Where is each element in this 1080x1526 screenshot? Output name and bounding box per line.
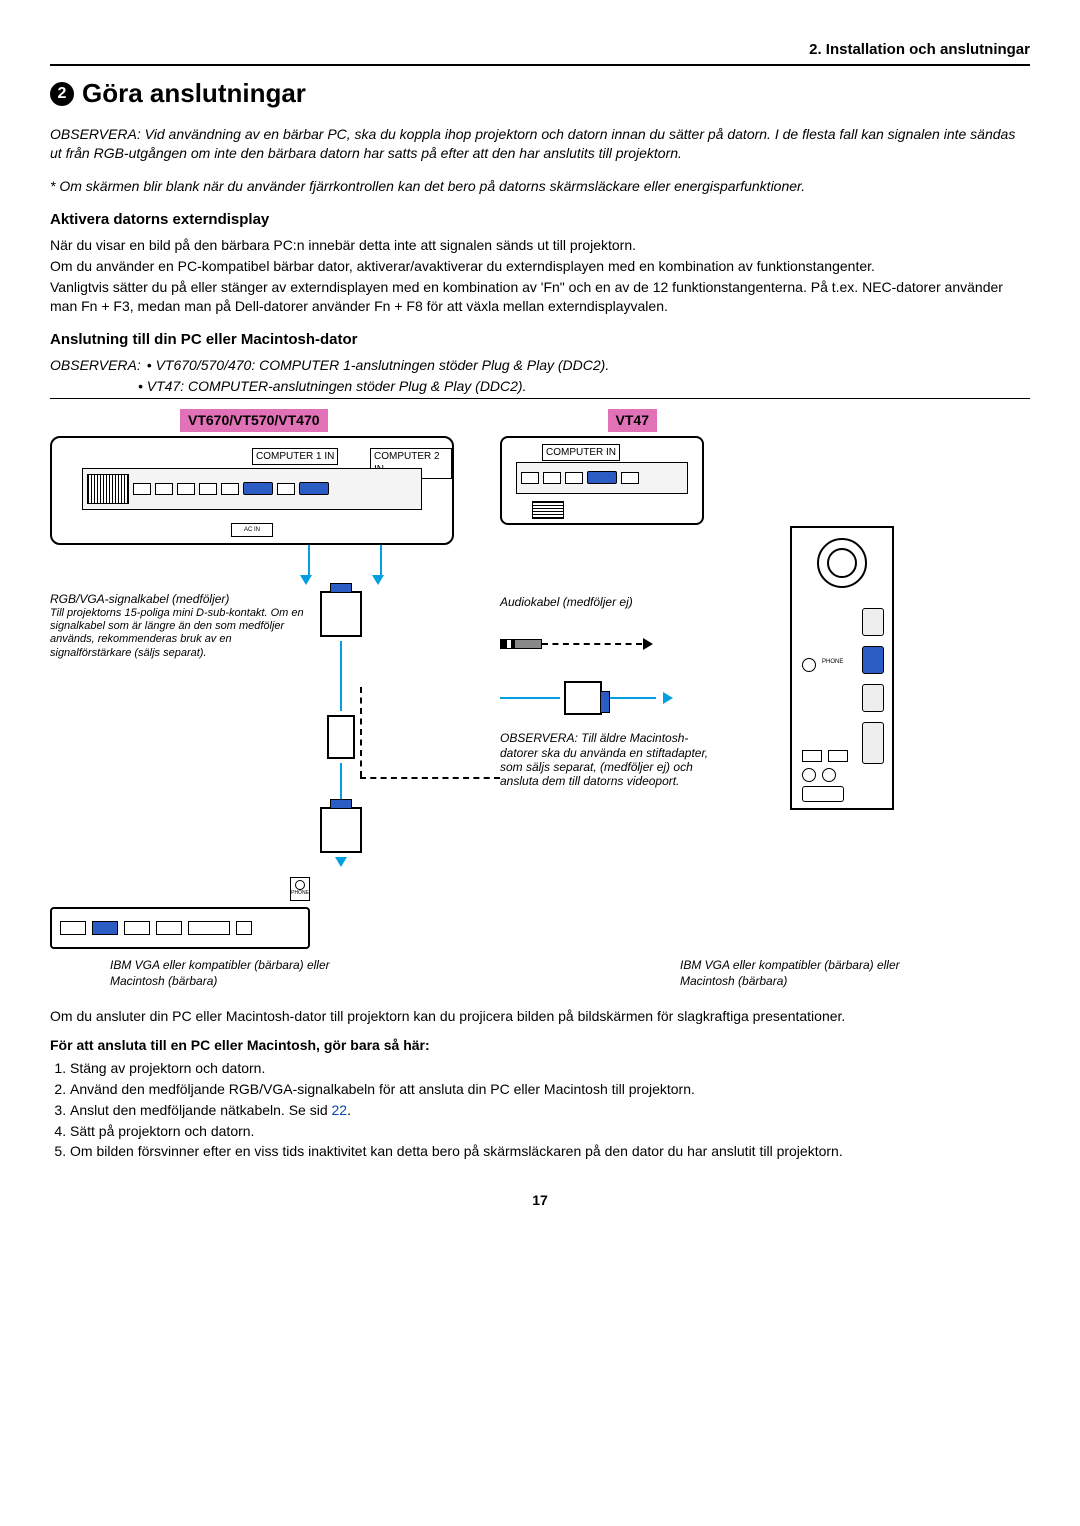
step-5: Om bilden försvinner efter en viss tids … — [70, 1142, 1030, 1161]
model-tag-right: VT47 — [608, 409, 657, 432]
projector-left-body: COMPUTER 1 IN COMPUTER 2 IN AUDIO AC IN — [50, 436, 454, 545]
diagram-captions: IBM VGA eller kompatibler (bärbara) elle… — [110, 957, 1030, 989]
label-computer-in: COMPUTER IN — [542, 444, 620, 462]
section-a-p1: När du visar en bild på den bärbara PC:n… — [50, 236, 1030, 255]
steps-title: För att ansluta till en PC eller Macinto… — [50, 1036, 1030, 1055]
page-title: 2 Göra anslutningar — [50, 76, 1030, 111]
obs-label: OBSERVERA: — [50, 356, 141, 375]
ferrite-core — [327, 715, 355, 759]
vga-port-2 — [299, 482, 329, 495]
tower-pc-drawing: PHONE — [760, 526, 894, 949]
vga-connector-tower — [564, 681, 602, 715]
header-rule — [50, 64, 1030, 66]
step-3: Anslut den medföljande nätkabeln. Se sid… — [70, 1101, 1030, 1120]
step-1: Stäng av projektorn och datorn. — [70, 1059, 1030, 1078]
model-tag-left: VT670/VT570/VT470 — [180, 409, 328, 432]
vga-port-1 — [243, 482, 273, 495]
laptop-drawing — [50, 907, 310, 949]
step-2: Använd den medföljande RGB/VGA-signalkab… — [70, 1080, 1030, 1099]
header-section-title: 2. Installation och anslutningar — [50, 40, 1030, 60]
audio-cable-label: Audiokabel (medföljer ej) — [500, 595, 730, 609]
page-number: 17 — [50, 1191, 1030, 1210]
cable-comp2 — [372, 545, 384, 585]
section-b-heading: Anslutning till din PC eller Macintosh-d… — [50, 330, 1030, 350]
projector-left-ports — [82, 468, 422, 510]
cable-comp1 — [300, 545, 312, 585]
projector-right-ports — [516, 462, 688, 494]
mac-note: OBSERVERA: Till äldre Macintosh-datorer … — [500, 731, 710, 789]
obs-text-2: • VT47: COMPUTER-anslutningen stöder Plu… — [138, 377, 527, 396]
caption-left: IBM VGA eller kompatibler (bärbara) elle… — [110, 957, 350, 989]
label-computer1: COMPUTER 1 IN — [252, 448, 338, 466]
model-labels-row: VT670/VT570/VT470 VT47 — [180, 409, 1030, 432]
vga-port-right — [587, 471, 617, 484]
caption-right: IBM VGA eller kompatibler (bärbara) elle… — [680, 957, 920, 989]
title-number-badge: 2 — [50, 82, 74, 106]
section-a-p3: Vanligtvis sätter du på eller stänger av… — [50, 278, 1030, 316]
rgb-cable-title: RGB/VGA-signalkabel (medföljer) — [50, 591, 310, 607]
projector-right-body: COMPUTER IN — [500, 436, 704, 525]
vga-connector-2 — [320, 807, 362, 853]
phone-label: PHONE — [291, 890, 309, 897]
section-b-obs-2: • VT47: COMPUTER-anslutningen stöder Plu… — [138, 377, 1030, 396]
intro-observera-2: * Om skärmen blir blank när du använder … — [50, 177, 1030, 196]
intro-observera-1: OBSERVERA: Vid användning av en bärbar P… — [50, 125, 1030, 163]
obs-text-1: • VT670/570/470: COMPUTER 1-anslutningen… — [147, 356, 609, 375]
section-a-body: När du visar en bild på den bärbara PC:n… — [50, 236, 1030, 316]
body-p1: Om du ansluter din PC eller Macintosh-da… — [50, 1007, 1030, 1026]
page-link-22[interactable]: 22 — [332, 1102, 348, 1118]
connection-diagram: COMPUTER 1 IN COMPUTER 2 IN AUDIO AC IN — [50, 436, 1030, 949]
step-4: Sätt på projektorn och datorn. — [70, 1122, 1030, 1141]
section-a-heading: Aktivera datorns externdisplay — [50, 210, 1030, 230]
vga-connector-1 — [320, 591, 362, 637]
section-b-obs-1: OBSERVERA: • VT670/570/470: COMPUTER 1-a… — [50, 356, 1030, 375]
obs-underline — [50, 398, 1030, 399]
section-a-p2: Om du använder en PC-kompatibel bärbar d… — [50, 257, 1030, 276]
title-text: Göra anslutningar — [82, 76, 306, 111]
steps-list: Stäng av projektorn och datorn. Använd d… — [50, 1059, 1030, 1161]
rgb-cable-note: Till projektorns 15-poliga mini D-sub-ko… — [50, 607, 310, 660]
